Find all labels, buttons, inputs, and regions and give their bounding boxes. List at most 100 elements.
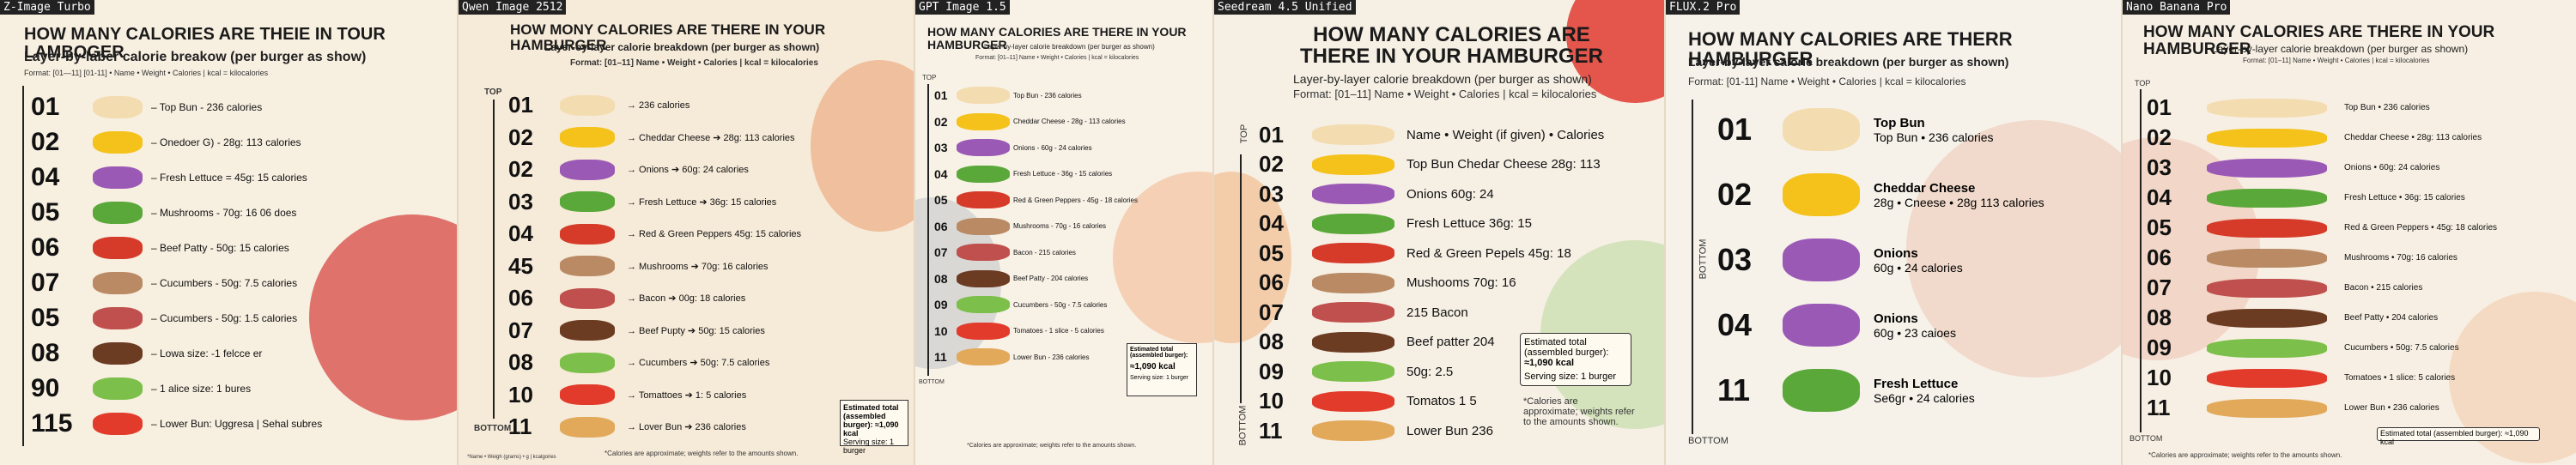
layer-label: Beef Patty - 204 calories: [1013, 275, 1089, 283]
layer-row: 01 Top Bun Top Bun • 236 calories: [1717, 101, 1994, 158]
total-label: Estimated total (assembled burger):: [1524, 337, 1609, 358]
layer-number: 10: [2147, 365, 2172, 390]
layer-row: 04 Onions 60g • 23 caioes: [1717, 297, 1956, 353]
layer-number: 02: [508, 156, 533, 183]
decor-blob: [1906, 120, 2121, 377]
ingredient-icon: [93, 377, 143, 400]
layer-row: 90 – 1 alice size: 1 bures: [31, 371, 251, 406]
layer-number: 10: [508, 381, 533, 408]
page-subtitle: Layer-by-laber calorie breakow (per burg…: [24, 50, 367, 64]
page-title: HOW MANY CALORIES ARE THEIE IN TOUR LAMB…: [24, 25, 386, 62]
ingredient-icon: [2207, 188, 2327, 208]
layer-number: 01: [31, 92, 60, 121]
total-box: Estimated total (assembled burger): ≈1,0…: [1127, 343, 1197, 396]
ingredient-icon: [1312, 302, 1394, 323]
bottom-label: BOTTOM: [1237, 405, 1249, 446]
layer-number: 05: [934, 193, 948, 208]
layer-label: Fresh Lettuce 36g: 15: [1406, 216, 1532, 232]
ingredient-icon: [2207, 368, 2327, 388]
model-label: GPT Image 1.5: [915, 0, 1010, 15]
format-line: Format: [01—11] [01-11] • Name • Weight …: [24, 69, 269, 77]
ingredient-icon: [560, 223, 615, 245]
footnote: *Calories are approximate; weights refer…: [605, 450, 799, 457]
layer-label: 215 Bacon: [1406, 305, 1468, 320]
model-label: Nano Banana Pro: [2123, 0, 2231, 15]
layer-row: 02 Top Bun Chedar Cheese 28g: 113: [1259, 150, 1601, 180]
layer-row: 03 Onions 60g • 24 calories: [1717, 232, 1963, 288]
layer-label: Lower Bun - 236 calories: [1013, 353, 1090, 361]
layer-number: 04: [508, 220, 533, 247]
layer-number: 04: [934, 166, 948, 181]
layer-row: 06 Mushooms 70g: 16: [1259, 269, 1516, 299]
ingredient-icon: [957, 348, 1010, 366]
layer-row: 07 Bacon • 215 calories: [2147, 273, 2422, 303]
ingredient-icon: [957, 217, 1010, 235]
page-title: HOW MANY CALORIES ARE THERE IN YOUR HAMB…: [1300, 24, 1603, 68]
layer-number: 05: [2147, 214, 2172, 240]
serving-text: Serving size: 1 burger: [1524, 371, 1616, 382]
decor-blob: [309, 214, 457, 420]
layer-number: 07: [31, 268, 60, 297]
layer-row: 11 → Lover Bun ➔ 236 calories: [508, 411, 746, 444]
layer-row: 09 Cucumbers - 50g - 7.5 calories: [934, 292, 1107, 318]
layer-text: Cheddar Cheese 28g • Cneese • 28g 113 cal…: [1874, 181, 2044, 209]
scale-arrow: [1240, 154, 1242, 403]
layer-number: 90: [31, 373, 60, 402]
top-label: TOP: [2135, 79, 2151, 88]
ingredient-icon: [560, 191, 615, 213]
layer-number: 08: [508, 349, 533, 376]
layer-label: Beef Patty • 204 calories: [2344, 313, 2439, 323]
layer-number: 11: [934, 350, 947, 365]
page-title: HOW MANY CALORIES ARE THERE IN YOUR HAMB…: [2143, 23, 2495, 58]
ingredient-icon: [957, 112, 1010, 130]
decor-blob: [811, 60, 914, 232]
ingredient-icon: [560, 384, 615, 406]
layer-number: 01: [2147, 94, 2172, 120]
ingredient-icon: [957, 165, 1010, 183]
layer-label: Red & Green Pepels 45g: 18: [1406, 245, 1571, 261]
layer-number: 01: [508, 92, 533, 118]
layer-label: → Red & Green Peppers 45g: 15 calories: [627, 228, 802, 239]
ingredient-icon: [93, 130, 143, 154]
layer-row: 05 – Mushrooms - 70g: 16 06 does: [31, 195, 296, 230]
page-title: HOW MONY CALORIES ARE THERE IN YOUR HAMB…: [510, 21, 826, 53]
scale-arrow: [493, 100, 495, 419]
layer-heading: Top Bun: [1874, 115, 1925, 130]
layer-label: Mushrooms - 70g - 16 calories: [1013, 222, 1107, 231]
layer-number: 45: [508, 252, 533, 279]
layer-label: – Lowa size: -1 felcce er: [151, 347, 263, 359]
layer-number: 11: [1717, 372, 1751, 408]
footnote-left: *Name • Weigh (grams) • g | kcalgories: [467, 455, 556, 460]
layer-row: 02 Cheddar Cheese - 28g - 113 calories: [934, 109, 1126, 136]
layer-row: 03 → Fresh Lettuce ➔ 36g: 15 calories: [508, 186, 776, 219]
ingredient-icon: [560, 416, 615, 438]
layer-label: → Cheddar Cheese ➔ 28g: 113 calories: [627, 132, 795, 143]
ingredient-icon: [1783, 239, 1860, 281]
layer-number: 02: [31, 127, 60, 156]
layer-text: Onions 60g • 24 calories: [1874, 246, 1963, 275]
layer-number: 07: [508, 317, 533, 343]
layer-row: 02 Cheddar Cheese • 28g: 113 calories: [2147, 123, 2482, 153]
ingredient-icon: [957, 139, 1010, 157]
layer-number: 02: [1259, 151, 1284, 178]
ingredient-icon: [560, 320, 615, 341]
ingredient-icon: [1783, 173, 1860, 216]
layer-row: 08 Beef patter 204: [1259, 328, 1495, 358]
ingredient-icon: [93, 201, 143, 224]
layer-label: Mushooms 70g: 16: [1406, 275, 1516, 291]
layer-label: Tomatos 1 5: [1406, 394, 1477, 409]
scale-arrow: [1692, 100, 1693, 434]
layer-number: 08: [2147, 305, 2172, 330]
ingredient-icon: [2207, 158, 2327, 178]
layer-number: 08: [934, 271, 948, 286]
layer-number: 03: [2147, 154, 2172, 180]
panel-gpt-image: GPT Image 1.5 HOW MANY CALORIES ARE THER…: [914, 0, 1212, 465]
ingredient-icon: [1312, 243, 1394, 264]
layer-number: 07: [2147, 275, 2172, 300]
layer-number: 02: [508, 124, 533, 150]
layer-label: Cheddar Cheese • 28g: 113 calories: [2344, 133, 2482, 142]
layer-row: 05 Red & Green Peppers - 45g - 18 calorie…: [934, 187, 1138, 214]
panel-z-image-turbo: Z-Image Turbo HOW MANY CALORIES ARE THEI…: [0, 0, 457, 465]
layer-label: – Lower Bun: Uggresa | Sehal subres: [151, 417, 323, 430]
footnote: *Calories are approximate; weights refer…: [2148, 451, 2342, 459]
